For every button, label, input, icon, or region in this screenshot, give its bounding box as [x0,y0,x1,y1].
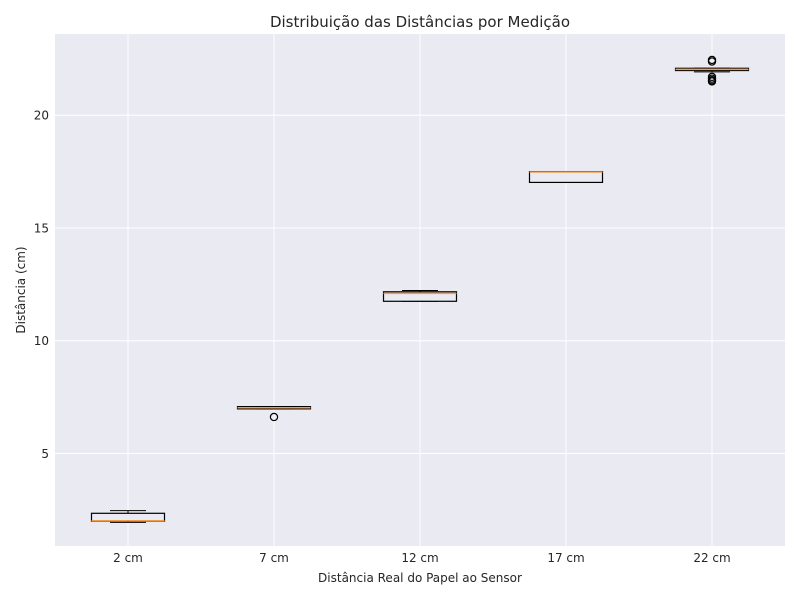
grid-lines [55,34,785,546]
box-4 [528,170,604,184]
outlier-point [707,72,717,82]
x-tick-label: 12 cm [401,551,438,565]
y-tick-label: 15 [34,221,49,235]
x-tick-labels: 2 cm 7 cm 12 cm 17 cm 22 cm [113,551,731,565]
x-tick-label: 22 cm [693,551,730,565]
box-iqr [382,291,458,302]
x-tick-label: 17 cm [547,551,584,565]
x-axis-label: Distância Real do Papel ao Sensor [318,571,522,585]
y-tick-label: 5 [41,447,49,461]
box-3 [382,289,458,302]
chart-title: Distribuição das Distâncias por Medição [270,13,570,31]
outlier-point [707,55,717,65]
box-5 [674,55,750,86]
y-tick-label: 10 [34,334,49,348]
box-1 [90,510,166,523]
box-iqr [528,170,604,184]
y-axis-label: Distância (cm) [14,246,28,333]
boxes [90,55,750,523]
box-2 [236,406,312,422]
outlier-point [269,412,279,422]
x-tick-label: 2 cm [113,551,143,565]
y-tick-labels: 5 10 15 20 [34,109,49,461]
y-tick-label: 20 [34,109,49,123]
x-tick-label: 7 cm [259,551,289,565]
